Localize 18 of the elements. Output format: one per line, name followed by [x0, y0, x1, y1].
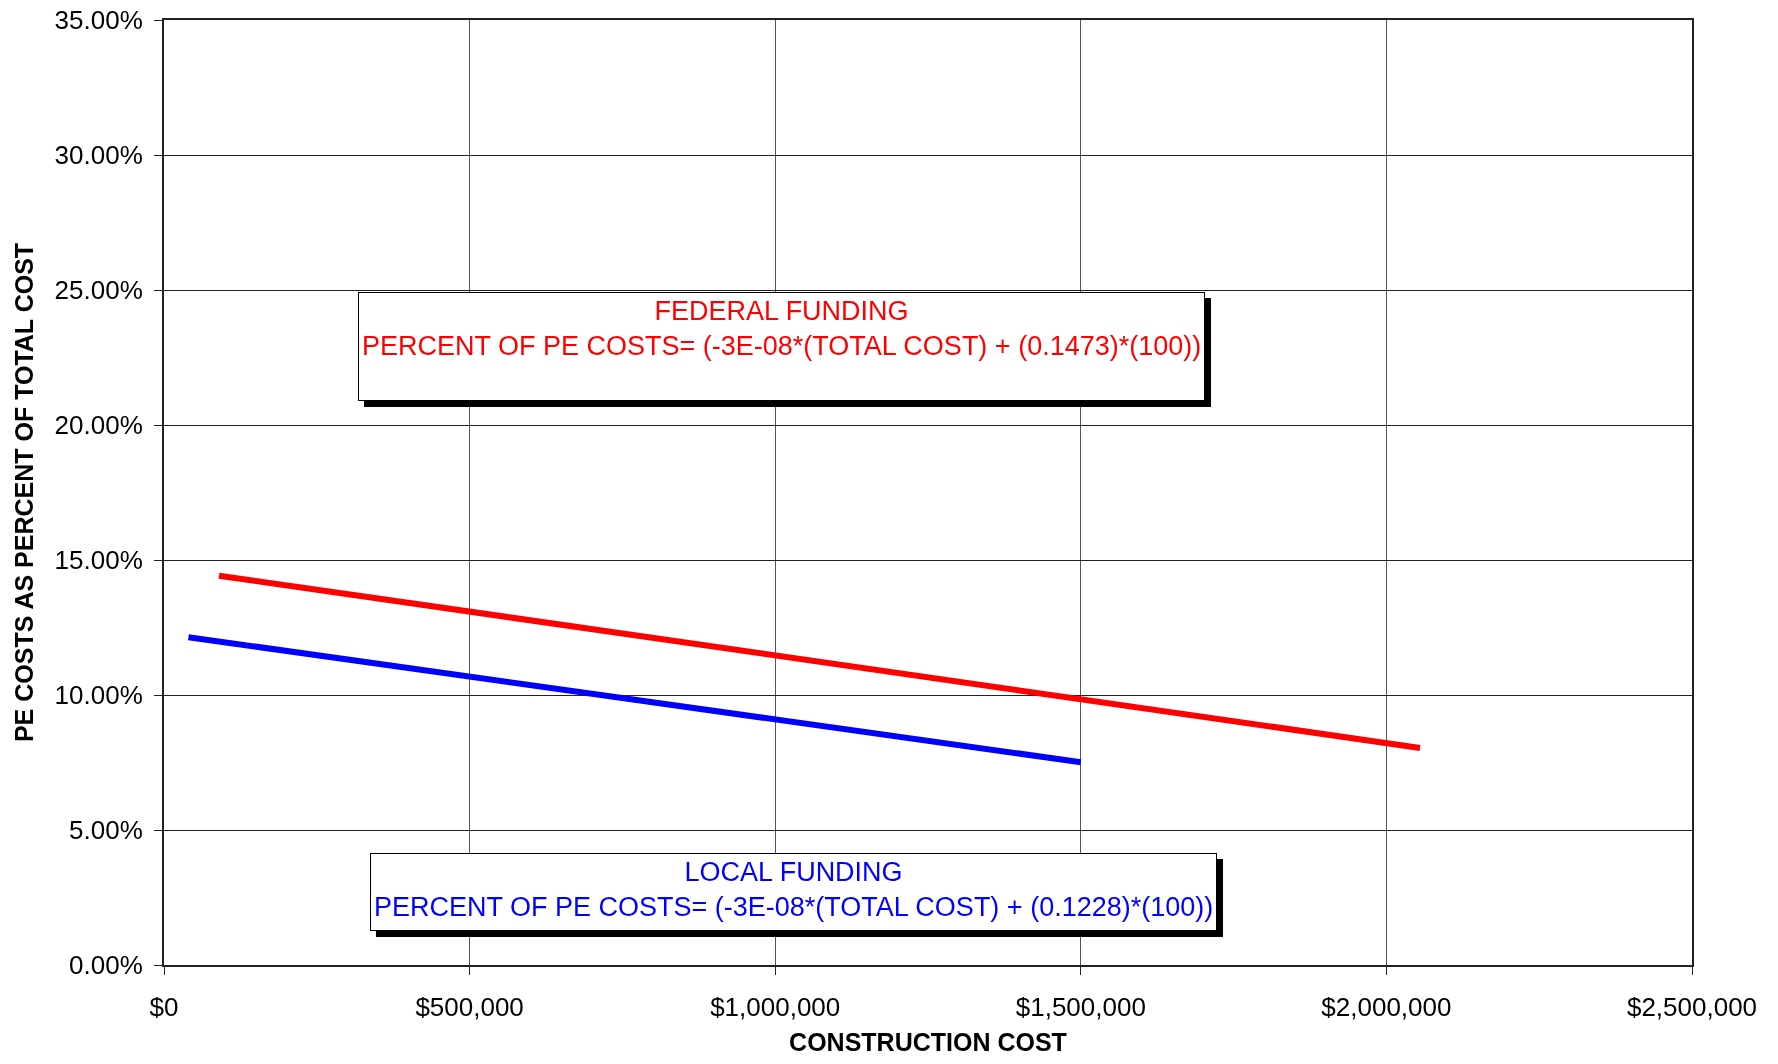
y-tick-label: 15.00%: [54, 545, 143, 576]
x-tick-label: $500,000: [415, 992, 524, 1023]
y-tick-label: 5.00%: [69, 815, 143, 846]
y-tick-label: 10.00%: [54, 680, 143, 711]
annotation: FEDERAL FUNDING PERCENT OF PE COSTS= (-3E-08*(TOTAL COST) + (0.1473)*(100)): [362, 296, 1202, 362]
x-tick-label: $0: [149, 992, 179, 1023]
y-axis-title: PE COSTS AS PERCENT OF TOTAL COST: [9, 242, 38, 743]
y-tick-label: 0.00%: [69, 950, 143, 981]
x-tick-label: $1,000,000: [710, 992, 841, 1023]
x-tick-label: $2,000,000: [1321, 992, 1452, 1023]
x-tick-label: $2,500,000: [1626, 992, 1758, 1023]
y-tick-label: 35.00%: [54, 5, 143, 36]
y-tick-label: 25.00%: [54, 275, 143, 306]
y-tick-label: 30.00%: [54, 140, 143, 171]
x-tick-label: $1,500,000: [1015, 992, 1146, 1023]
x-axis-title: CONSTRUCTION COST: [789, 1027, 1067, 1056]
annotation: LOCAL FUNDING PERCENT OF PE COSTS= (-3E-08*(TOTAL COST) + (0.1228)*(100)): [374, 857, 1214, 923]
y-tick-label: 20.00%: [54, 410, 143, 441]
